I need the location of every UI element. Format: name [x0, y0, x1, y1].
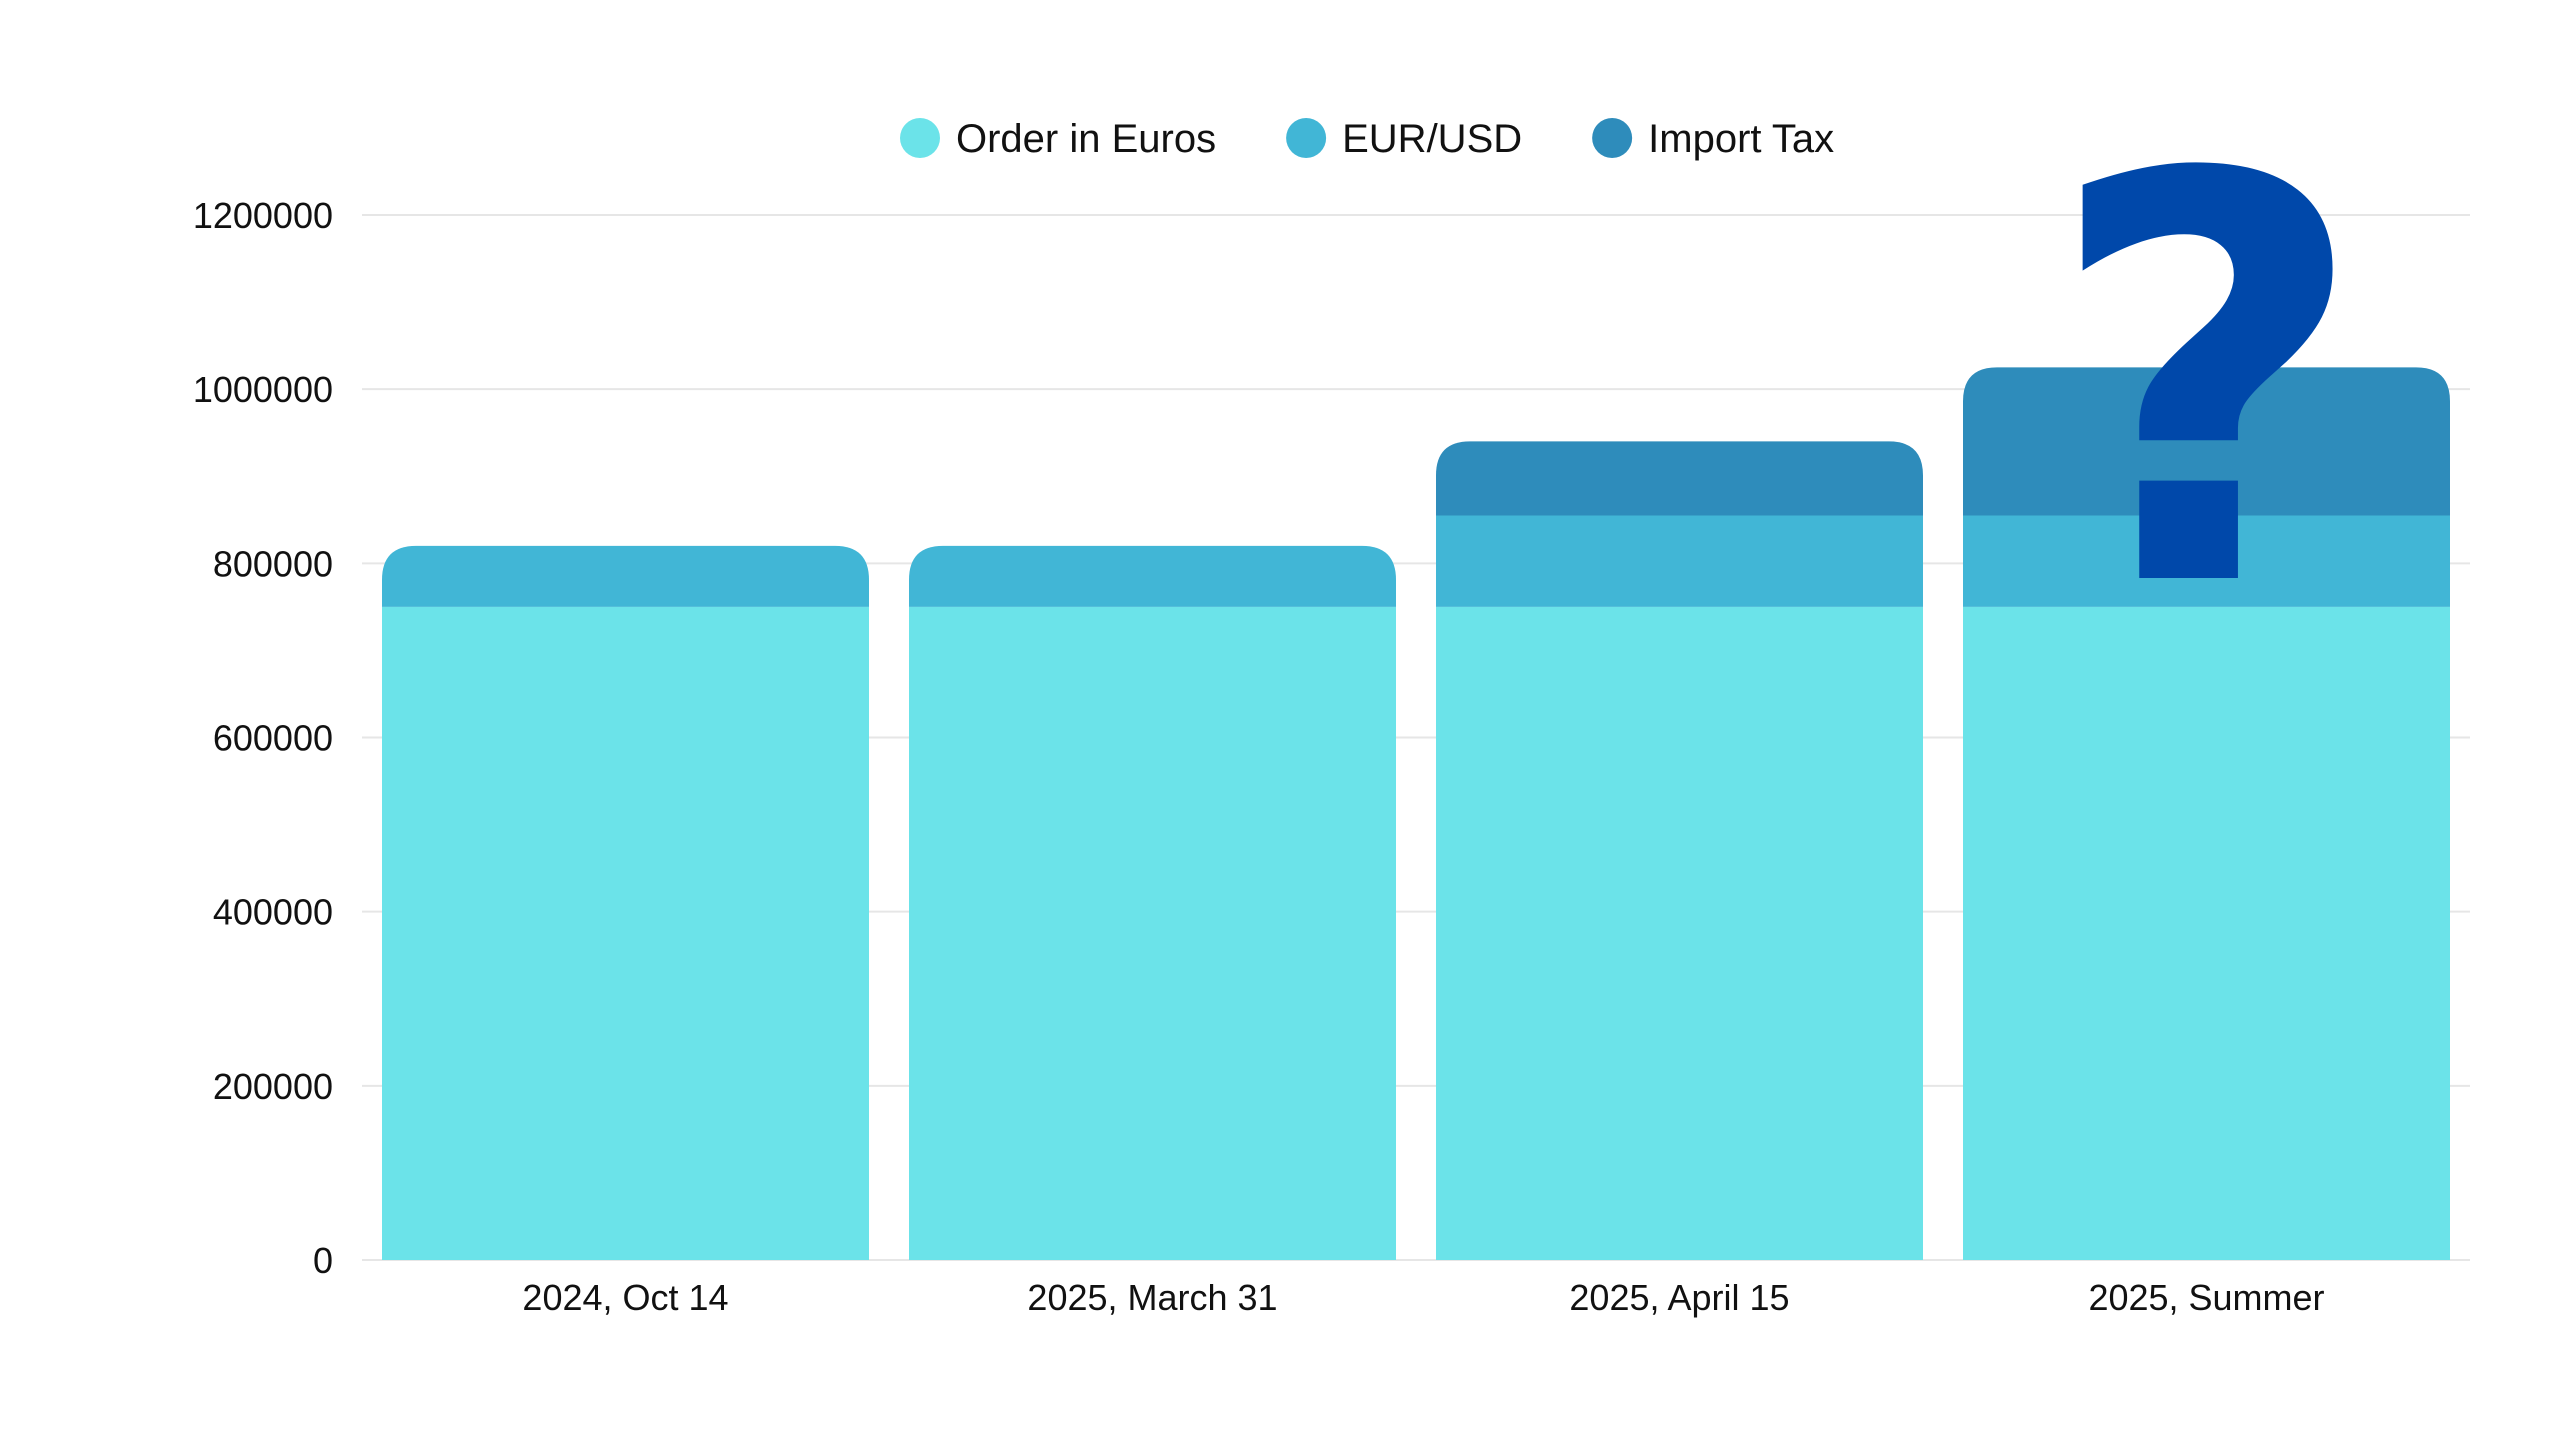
y-tick-label: 800000	[213, 543, 333, 584]
legend-item: Order in Euros	[900, 117, 1216, 161]
x-tick-label: 2025, Summer	[2088, 1277, 2324, 1318]
legend-item: EUR/USD	[1286, 117, 1522, 161]
legend-swatch	[1286, 118, 1327, 158]
bar-eur-usd	[382, 545, 869, 607]
y-axis: 0 200000 400000 600000 800000 1000000 1200000	[193, 195, 333, 1281]
x-tick-label: 2024, Oct 14	[522, 1277, 728, 1318]
legend: Order in Euros EUR/USD Import Tax	[900, 117, 1834, 161]
legend-label: Order in Euros	[956, 117, 1216, 161]
bar-order-in-euros	[909, 606, 1396, 1260]
y-tick-label: 600000	[213, 718, 333, 759]
y-tick-label: 1000000	[193, 369, 333, 410]
x-axis: 2024, Oct 14 2025, March 31 2025, April 15…	[522, 1277, 2324, 1318]
bars	[382, 367, 2450, 1260]
bar-import-tax	[1436, 441, 1923, 516]
bar-eur-usd	[1963, 515, 2450, 607]
y-tick-label: 0	[313, 1240, 333, 1281]
question-mark-annotation: ?	[2044, 59, 2369, 711]
y-tick-label: 400000	[213, 892, 333, 933]
y-tick-label: 1200000	[193, 195, 333, 236]
bar-order-in-euros	[382, 606, 869, 1260]
legend-label: Import Tax	[1648, 117, 1834, 161]
bar-order-in-euros	[1436, 606, 1923, 1260]
annotations: ?	[2044, 59, 2369, 711]
bar-order-in-euros	[1963, 606, 2450, 1260]
x-tick-label: 2025, April 15	[1569, 1277, 1789, 1318]
y-tick-label: 200000	[213, 1066, 333, 1107]
bar-import-tax	[1963, 367, 2450, 516]
legend-label: EUR/USD	[1342, 117, 1522, 161]
x-tick-label: 2025, March 31	[1027, 1277, 1277, 1318]
legend-swatch	[1592, 118, 1633, 158]
bar-eur-usd	[1436, 515, 1923, 607]
bar-eur-usd	[909, 545, 1396, 607]
legend-swatch	[900, 118, 940, 158]
legend-item: Import Tax	[1592, 117, 1834, 161]
